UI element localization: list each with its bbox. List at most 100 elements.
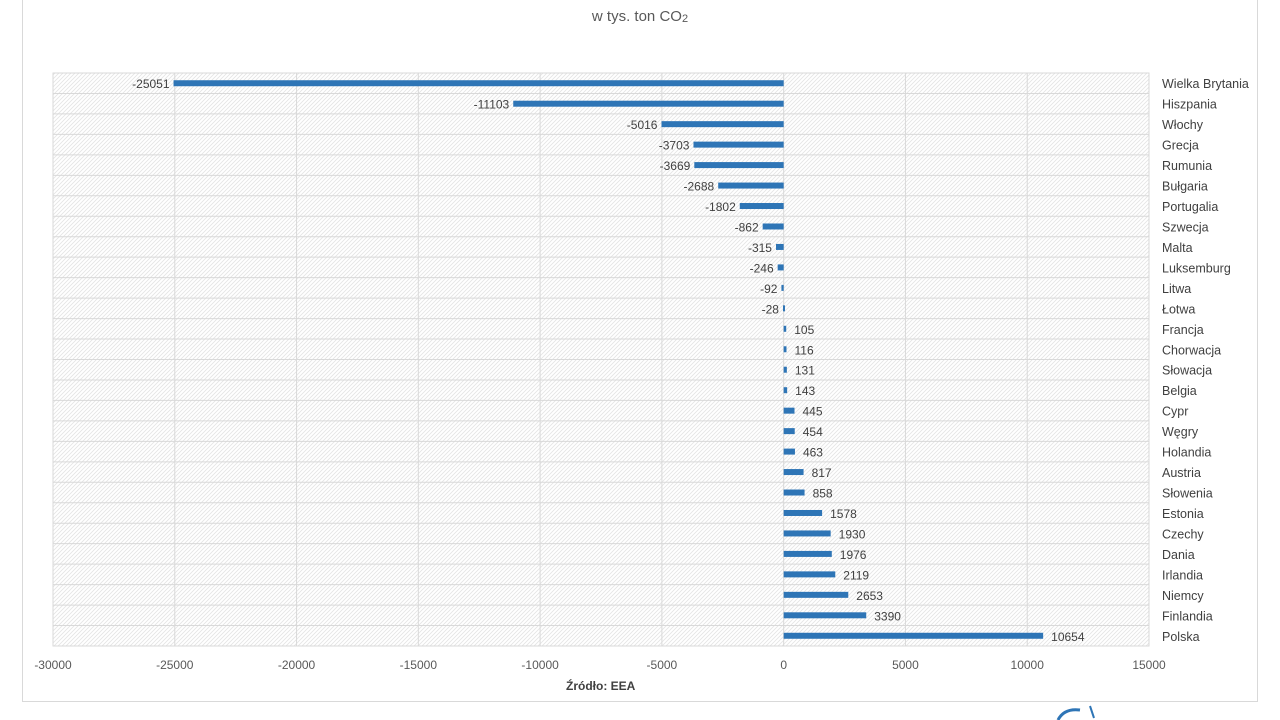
data-label: -1802 bbox=[705, 200, 736, 214]
bar bbox=[783, 591, 849, 598]
bar bbox=[693, 141, 784, 148]
category-label: Szwecja bbox=[1162, 220, 1209, 234]
x-tick-label: -10000 bbox=[521, 658, 559, 672]
category-label: Grecja bbox=[1162, 139, 1199, 153]
bar bbox=[173, 80, 784, 87]
category-label: Bułgaria bbox=[1162, 180, 1208, 194]
category-label: Wielka Brytania bbox=[1162, 77, 1249, 91]
bar bbox=[783, 469, 804, 476]
category-label: Malta bbox=[1162, 241, 1193, 255]
bar bbox=[718, 182, 784, 189]
bar bbox=[783, 509, 823, 516]
x-tick-label: 0 bbox=[780, 658, 787, 672]
bar bbox=[783, 366, 787, 373]
bar bbox=[661, 121, 784, 128]
bar bbox=[781, 284, 784, 291]
category-label: Francja bbox=[1162, 323, 1204, 337]
data-label: 143 bbox=[795, 384, 815, 398]
data-label: 858 bbox=[813, 487, 833, 501]
bar bbox=[783, 325, 787, 332]
bar bbox=[783, 407, 795, 414]
bar bbox=[783, 530, 831, 537]
category-label: Słowacja bbox=[1162, 364, 1212, 378]
bar bbox=[783, 571, 836, 578]
category-label: Cypr bbox=[1162, 405, 1188, 419]
category-label: Włochy bbox=[1162, 118, 1204, 132]
data-label: 1976 bbox=[840, 548, 867, 562]
data-label: -2688 bbox=[683, 180, 714, 194]
category-label: Holandia bbox=[1162, 446, 1211, 460]
data-label: -3703 bbox=[659, 139, 690, 153]
data-label: 10654 bbox=[1051, 630, 1085, 644]
category-label: Luksemburg bbox=[1162, 261, 1231, 275]
bar bbox=[783, 428, 795, 435]
bar bbox=[739, 203, 784, 210]
bar bbox=[783, 550, 832, 557]
category-label: Słowenia bbox=[1162, 487, 1213, 501]
bar bbox=[513, 100, 784, 107]
x-tick-label: 10000 bbox=[1011, 658, 1045, 672]
bar bbox=[775, 243, 784, 250]
x-tick-label: -30000 bbox=[34, 658, 72, 672]
category-label: Łotwa bbox=[1162, 302, 1195, 316]
data-label: -862 bbox=[735, 220, 759, 234]
subtitle-text: w tys. ton CO bbox=[591, 8, 682, 25]
data-label: 105 bbox=[794, 323, 814, 337]
bar bbox=[783, 448, 795, 455]
category-label: Estonia bbox=[1162, 507, 1204, 521]
source-note: Źródło: EEA bbox=[566, 679, 636, 693]
bar bbox=[783, 387, 788, 394]
bar bbox=[782, 305, 785, 312]
category-label: Portugalia bbox=[1162, 200, 1218, 214]
category-label: Niemcy bbox=[1162, 589, 1204, 603]
data-label: 2653 bbox=[856, 589, 883, 603]
data-label: 817 bbox=[812, 466, 832, 480]
chart-subtitle: w tys. ton CO2 bbox=[0, 8, 1280, 25]
bar bbox=[783, 346, 787, 353]
data-label: -246 bbox=[750, 261, 774, 275]
x-tick-label: 5000 bbox=[892, 658, 919, 672]
x-tick-label: -25000 bbox=[156, 658, 194, 672]
category-label: Rumunia bbox=[1162, 159, 1212, 173]
data-label: -28 bbox=[762, 302, 780, 316]
data-label: 131 bbox=[795, 364, 815, 378]
logo-icon bbox=[1056, 705, 1095, 720]
data-label: 454 bbox=[803, 425, 823, 439]
category-label: Irlandia bbox=[1162, 568, 1203, 582]
data-label: -92 bbox=[760, 282, 778, 296]
category-label: Węgry bbox=[1162, 425, 1199, 439]
data-label: 463 bbox=[803, 446, 823, 460]
category-label: Dania bbox=[1162, 548, 1195, 562]
data-label: 3390 bbox=[874, 609, 901, 623]
bar bbox=[762, 223, 784, 230]
x-tick-label: -5000 bbox=[647, 658, 678, 672]
x-tick-label: 15000 bbox=[1132, 658, 1166, 672]
data-label: -11103 bbox=[474, 98, 510, 112]
data-label: 116 bbox=[794, 343, 813, 357]
category-label: Austria bbox=[1162, 466, 1201, 480]
category-label: Litwa bbox=[1162, 282, 1191, 296]
category-label: Chorwacja bbox=[1162, 343, 1221, 357]
bar bbox=[694, 162, 784, 169]
category-label: Hiszpania bbox=[1162, 98, 1217, 112]
x-tick-label: -20000 bbox=[278, 658, 316, 672]
chart-frame bbox=[22, 0, 1258, 702]
bar bbox=[783, 489, 805, 496]
data-label: 1930 bbox=[839, 527, 866, 541]
x-tick-label: -15000 bbox=[400, 658, 438, 672]
bar bbox=[783, 612, 867, 619]
data-label: -315 bbox=[748, 241, 772, 255]
category-label: Finlandia bbox=[1162, 609, 1213, 623]
data-label: 445 bbox=[803, 405, 823, 419]
bar bbox=[783, 632, 1044, 639]
data-label: 1578 bbox=[830, 507, 857, 521]
data-label: -5016 bbox=[627, 118, 658, 132]
subtitle-subscript: 2 bbox=[681, 13, 689, 25]
bar bbox=[777, 264, 784, 271]
data-label: 2119 bbox=[843, 568, 869, 582]
category-label: Czechy bbox=[1162, 527, 1204, 541]
category-label: Belgia bbox=[1162, 384, 1197, 398]
data-label: -3669 bbox=[660, 159, 691, 173]
category-label: Polska bbox=[1162, 630, 1200, 644]
